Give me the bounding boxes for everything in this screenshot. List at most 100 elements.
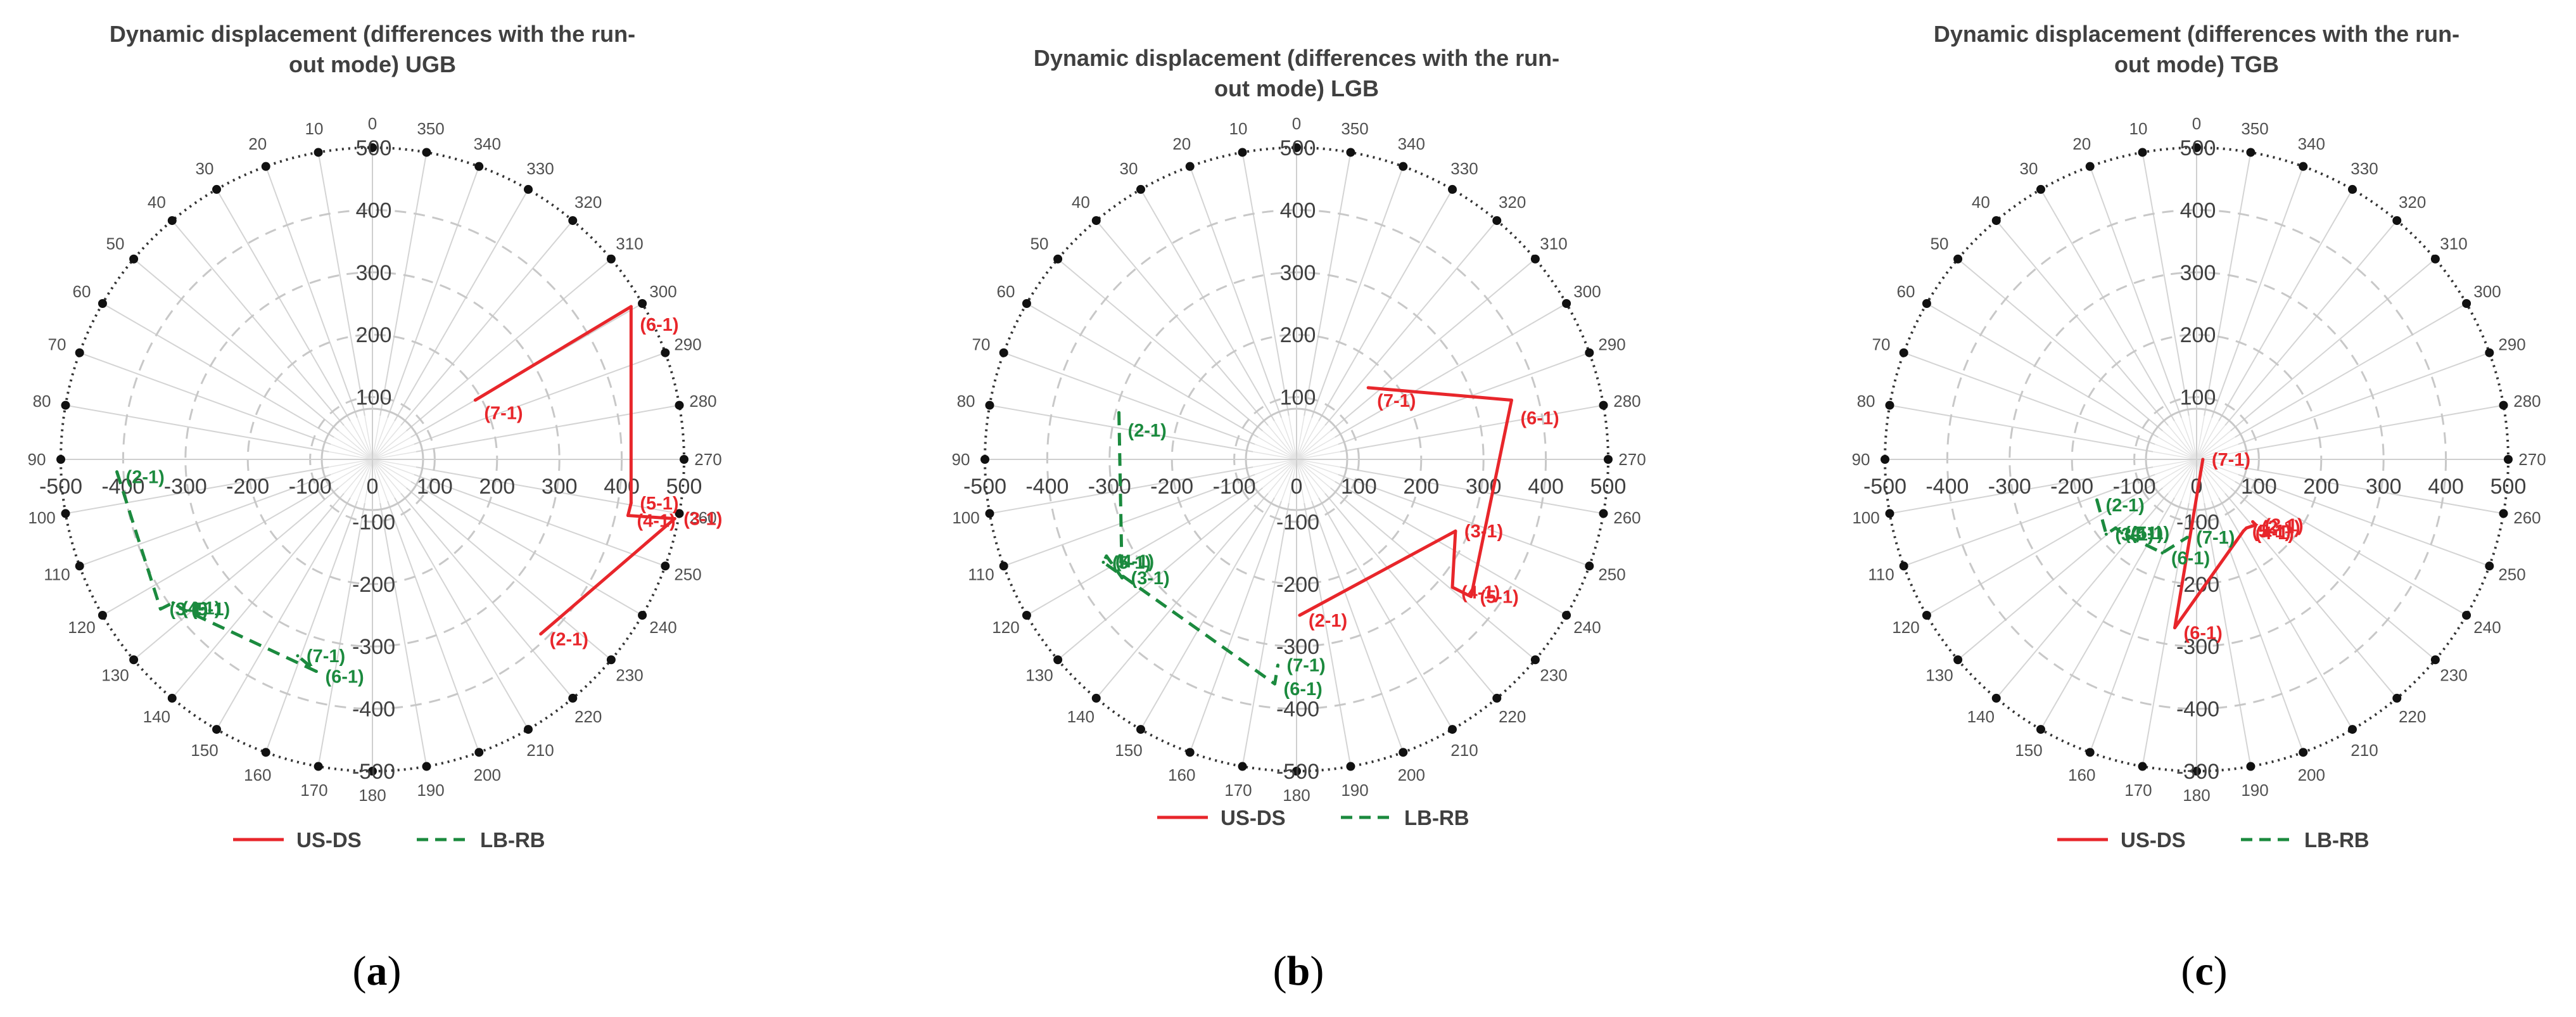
- spoke-line: [410, 481, 643, 616]
- angle-marker: [1448, 184, 1457, 194]
- radial-tick-label: -400: [1926, 475, 1969, 499]
- hub-spoke: [372, 451, 417, 460]
- angle-marker: [1604, 455, 1613, 464]
- angle-marker: [1292, 767, 1301, 776]
- point-label: (3-1): [169, 599, 208, 620]
- spoke-line: [1241, 502, 1290, 767]
- axis-tick-down-label: -200: [352, 573, 395, 597]
- radial-tick-label: -200: [1150, 475, 1193, 499]
- point-label: (6-1): [640, 315, 678, 335]
- hub-spoke: [357, 417, 373, 460]
- angle-marker: [2246, 762, 2256, 771]
- angle-marker: [2499, 400, 2508, 410]
- angle-label: 40: [148, 193, 166, 212]
- spoke-line: [2218, 189, 2353, 421]
- angle-label: 100: [952, 508, 979, 527]
- point-label: (5-1): [2131, 523, 2169, 544]
- panel-caption-c: (c): [2181, 948, 2228, 994]
- data-point: [539, 632, 543, 636]
- point-label: (5-1): [2252, 521, 2291, 542]
- legend-label: US-DS: [2121, 828, 2186, 852]
- data-point: [1454, 529, 1457, 533]
- angle-marker: [75, 561, 84, 571]
- point-label: (6-1): [2171, 549, 2210, 569]
- angle-label: 90: [28, 450, 46, 469]
- spoke-line: [2089, 166, 2182, 418]
- spoke-line: [1926, 481, 2159, 616]
- data-point: [1105, 554, 1108, 558]
- angle-marker: [474, 748, 484, 757]
- data-point: [2251, 520, 2255, 523]
- angle-label: 50: [1931, 234, 1949, 253]
- spoke-line: [2211, 166, 2304, 418]
- spoke-line: [2235, 481, 2467, 616]
- angle-marker: [2138, 148, 2147, 157]
- hub-spoke: [2154, 459, 2197, 475]
- angle-marker: [1238, 148, 1247, 157]
- hub-spoke: [2174, 421, 2197, 460]
- angle-label: 230: [1540, 666, 1567, 685]
- angle-marker: [661, 348, 670, 357]
- angle-label: 30: [196, 159, 214, 178]
- angle-label: 40: [1072, 193, 1090, 212]
- hub-spoke: [372, 425, 402, 460]
- spoke-line: [1335, 481, 1567, 616]
- angle-label: 130: [1926, 666, 1953, 685]
- angle-label: 170: [2124, 781, 2152, 800]
- axis-tick-down-label: -400: [2176, 698, 2219, 722]
- spoke-line: [2224, 220, 2398, 426]
- axis-tick-up-label: 100: [356, 386, 392, 410]
- radial-tick-label: -500: [39, 475, 82, 499]
- hub-spoke: [1296, 451, 1341, 460]
- spoke-line: [1189, 501, 1282, 753]
- angle-marker: [98, 299, 107, 308]
- hub-spoke: [1288, 415, 1297, 460]
- angle-label: 60: [1897, 282, 1915, 301]
- spoke-line: [1026, 481, 1259, 616]
- spoke-line: [1241, 152, 1290, 416]
- angle-marker: [61, 400, 70, 410]
- angle-marker: [1091, 693, 1101, 703]
- radial-tick-label: 100: [2241, 475, 2277, 499]
- chart-title: Dynamic displacement (differences with t…: [1034, 45, 1559, 101]
- angle-label: 210: [1450, 741, 1478, 760]
- angle-marker: [2348, 725, 2357, 734]
- axis-tick-up-label: 400: [1280, 198, 1316, 222]
- spoke-line: [1889, 404, 2154, 452]
- angle-label: 110: [44, 565, 70, 584]
- angle-label: 110: [968, 565, 994, 584]
- angle-marker: [1562, 299, 1571, 308]
- spoke-line: [416, 404, 680, 452]
- spoke-line: [79, 474, 331, 567]
- spoke-line: [1335, 303, 1567, 438]
- angle-label: 120: [68, 618, 95, 637]
- point-label: (4-1): [1461, 583, 1500, 603]
- data-point: [296, 654, 300, 658]
- spoke-line: [400, 220, 574, 426]
- axis-tick-up-label: 400: [356, 198, 392, 222]
- angle-label: 280: [689, 392, 716, 411]
- angle-marker: [422, 762, 431, 771]
- point-label: (6-1): [1284, 679, 1323, 700]
- chart-panel-b: 0 10 20 30 40 50 60 70 80 90 100 110 120 130 140 150 160…: [861, 0, 1723, 1017]
- series-line-lb-rb: [2095, 499, 2188, 555]
- radial-tick-label: 100: [417, 475, 453, 499]
- hub-spoke: [350, 421, 373, 460]
- angle-marker: [129, 655, 139, 665]
- spoke-line: [400, 492, 574, 699]
- angle-label: 220: [2399, 707, 2426, 726]
- spoke-line: [387, 166, 480, 418]
- angle-marker: [524, 184, 533, 194]
- point-label: (6-1): [325, 667, 364, 688]
- spoke-line: [2230, 487, 2436, 661]
- hub-spoke: [334, 437, 373, 460]
- angle-label: 80: [1857, 392, 1875, 411]
- spoke-line: [1995, 492, 2169, 699]
- axis-tick-up-label: 100: [1280, 386, 1316, 410]
- angle-marker: [568, 693, 578, 703]
- data-point: [314, 670, 318, 674]
- spoke-line: [216, 189, 351, 421]
- angle-marker: [568, 216, 578, 226]
- angle-marker: [675, 509, 684, 518]
- radial-tick-label: 500: [2490, 475, 2527, 499]
